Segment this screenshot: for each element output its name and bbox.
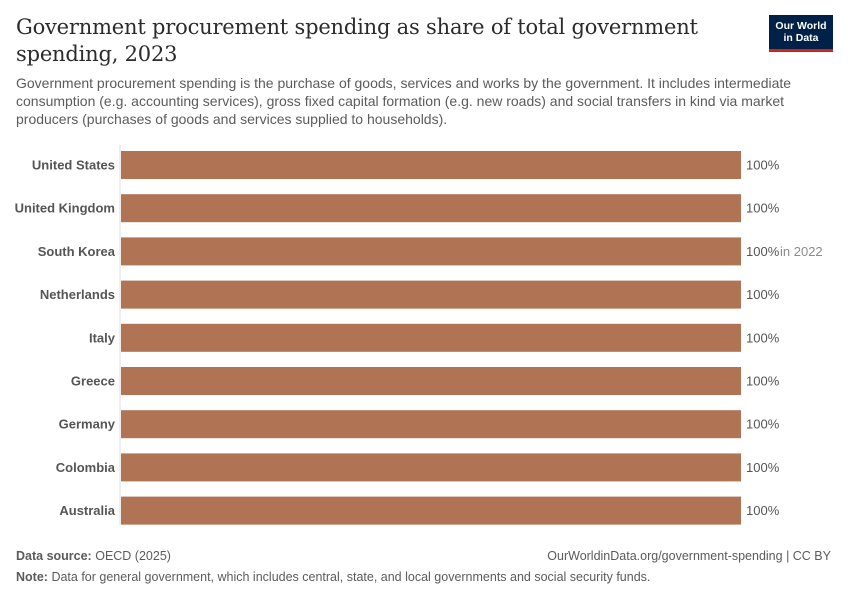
value-label: 100% (746, 374, 780, 389)
category-label: United Kingdom (15, 201, 115, 216)
bar[interactable] (121, 237, 741, 266)
bar[interactable] (121, 280, 741, 309)
category-label: Australia (59, 503, 115, 518)
bar[interactable] (121, 323, 741, 352)
note-label: Note: (16, 570, 48, 584)
value-label: 100% (746, 503, 780, 518)
value-label: 100% (746, 201, 780, 216)
category-label: Italy (89, 330, 116, 345)
value-label: 100% (746, 330, 780, 345)
source-label: Data source: (16, 549, 92, 563)
chart-note: Note: Data for general government, which… (16, 570, 650, 584)
note-value: Data for general government, which inclu… (51, 570, 651, 584)
category-label: South Korea (38, 244, 116, 259)
data-source: Data source: OECD (2025) (16, 549, 171, 563)
category-label: United States (32, 158, 115, 173)
year-annotation: in 2022 (780, 244, 823, 259)
logo-line-1: Our World (775, 20, 827, 32)
bar[interactable] (121, 496, 741, 525)
source-value[interactable]: OECD (2025) (95, 549, 171, 563)
source-url[interactable]: OurWorldinData.org/government-spending |… (547, 549, 831, 563)
category-label: Greece (71, 374, 115, 389)
bar[interactable] (121, 453, 741, 482)
value-label: 100% (746, 417, 780, 432)
category-label: Colombia (56, 460, 116, 475)
category-label: Netherlands (40, 287, 115, 302)
value-label: 100% (746, 158, 780, 173)
chart-subtitle: Government procurement spending is the p… (16, 75, 792, 127)
bar[interactable] (121, 151, 741, 179)
bar-chart: United States 100% United Kingdom 100% South… (15, 145, 823, 525)
value-label: 100% (746, 287, 780, 302)
value-label: 100% (746, 460, 780, 475)
category-label: Germany (59, 417, 116, 432)
logo-line-2: in Data (783, 32, 819, 44)
chart-title: Government procurement spending as share… (16, 15, 698, 66)
owid-logo[interactable]: Our World in Data (769, 15, 833, 52)
bar[interactable] (121, 410, 741, 439)
value-label: 100% (746, 244, 780, 259)
bar[interactable] (121, 194, 741, 223)
bar[interactable] (121, 367, 741, 395)
